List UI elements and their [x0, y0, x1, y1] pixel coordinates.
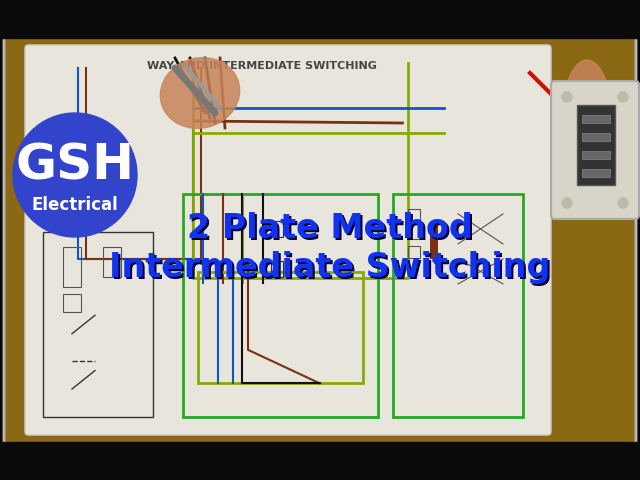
- Bar: [408, 246, 420, 258]
- Bar: [271, 221, 283, 237]
- Ellipse shape: [558, 85, 582, 144]
- Bar: [103, 247, 121, 277]
- Text: 2 Plate Method: 2 Plate Method: [187, 212, 473, 244]
- Bar: [43, 232, 153, 417]
- Bar: [577, 105, 615, 185]
- Text: 2 Plate Method: 2 Plate Method: [189, 214, 475, 247]
- Bar: [271, 261, 283, 277]
- Bar: [183, 194, 378, 417]
- Circle shape: [562, 92, 572, 102]
- Bar: [63, 294, 81, 312]
- Circle shape: [13, 113, 137, 237]
- Text: Intermediate Switching: Intermediate Switching: [109, 252, 550, 285]
- Ellipse shape: [562, 60, 612, 180]
- Text: Electrical: Electrical: [31, 196, 118, 214]
- Ellipse shape: [160, 58, 240, 128]
- Bar: [63, 247, 81, 288]
- Circle shape: [618, 92, 628, 102]
- Bar: [0, 442, 640, 480]
- Text: GSH: GSH: [15, 141, 134, 189]
- Circle shape: [562, 198, 572, 208]
- Bar: [198, 272, 363, 383]
- Bar: [582, 115, 610, 123]
- FancyBboxPatch shape: [4, 34, 636, 446]
- Bar: [408, 209, 420, 239]
- Circle shape: [618, 198, 628, 208]
- Bar: [582, 169, 610, 177]
- Bar: [0, 0, 640, 38]
- Text: WAY AND INTERMEDIATE SWITCHING: WAY AND INTERMEDIATE SWITCHING: [147, 61, 377, 71]
- Bar: [430, 224, 438, 259]
- Bar: [582, 133, 610, 141]
- FancyBboxPatch shape: [25, 45, 551, 435]
- FancyBboxPatch shape: [551, 81, 639, 219]
- Text: Intermediate Switching: Intermediate Switching: [111, 253, 553, 287]
- Bar: [393, 194, 523, 417]
- Bar: [582, 151, 610, 159]
